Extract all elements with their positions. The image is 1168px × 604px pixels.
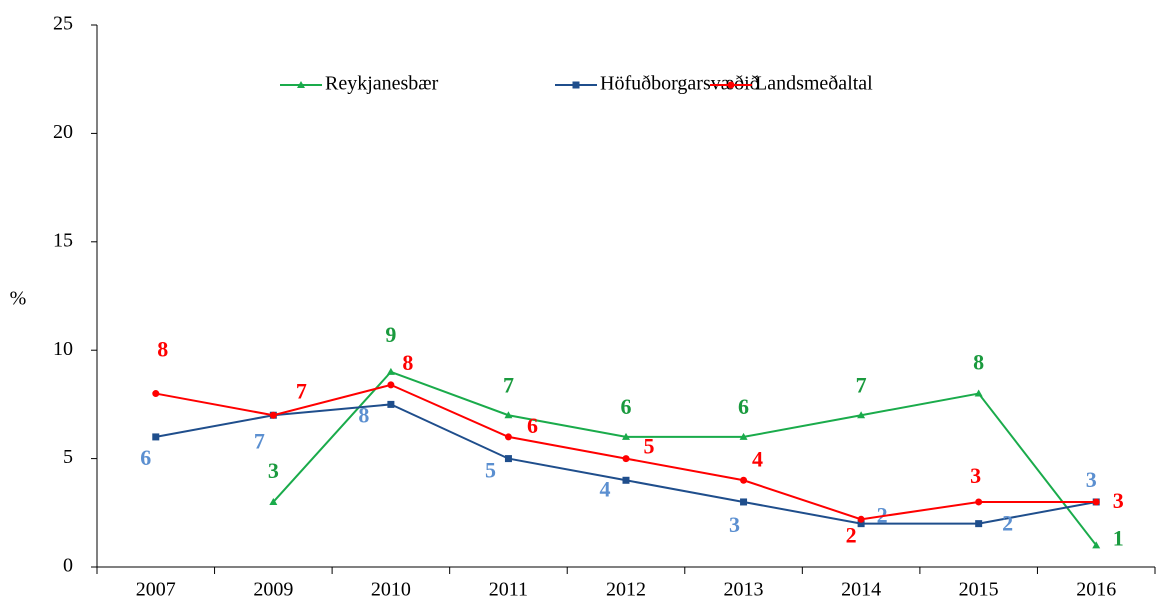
marker (269, 497, 278, 505)
marker (857, 411, 866, 419)
data-label: 7 (254, 428, 265, 453)
x-tick-label: 2016 (1076, 579, 1116, 601)
y-tick-label: 5 (63, 446, 73, 468)
marker (152, 433, 160, 441)
data-label: 7 (503, 372, 514, 397)
marker (857, 515, 865, 523)
marker (622, 432, 630, 440)
y-tick-label: 20 (53, 121, 73, 143)
data-label: 8 (358, 402, 369, 427)
marker (572, 81, 580, 89)
marker (857, 520, 865, 528)
marker (740, 498, 748, 506)
y-tick-label: 0 (63, 555, 73, 577)
marker (740, 476, 748, 484)
x-tick-label: 2013 (724, 579, 764, 601)
marker (387, 381, 395, 389)
data-label: 3 (1113, 488, 1124, 513)
data-label: 6 (140, 445, 151, 470)
data-label: 7 (856, 372, 867, 397)
data-label: 3 (970, 463, 981, 488)
data-label: 8 (157, 337, 168, 362)
data-label: 4 (752, 446, 763, 471)
data-label: 2 (877, 503, 888, 528)
marker (152, 390, 160, 398)
data-label: 3 (729, 512, 740, 537)
data-label: 7 (296, 378, 307, 403)
marker (974, 389, 983, 397)
series-line (272, 370, 1098, 546)
marker (504, 411, 513, 419)
data-label: 6 (527, 413, 538, 438)
marker (622, 476, 630, 484)
marker (739, 432, 748, 440)
data-label: 3 (1086, 467, 1097, 492)
marker (727, 81, 735, 89)
x-tick-label: 2011 (489, 579, 528, 601)
x-tick-label: 2007 (136, 579, 176, 601)
marker (1092, 498, 1100, 506)
data-label: 8 (402, 350, 413, 375)
marker (975, 498, 983, 506)
data-label: 4 (600, 476, 611, 501)
marker (504, 455, 512, 463)
marker (297, 81, 305, 88)
marker (1092, 541, 1101, 549)
marker (386, 367, 395, 375)
data-label: 3 (268, 458, 279, 483)
marker (975, 520, 983, 528)
marker (622, 455, 630, 463)
data-label: 6 (738, 394, 749, 419)
y-axis-label: % (10, 288, 27, 310)
data-label: 6 (621, 394, 632, 419)
x-tick-label: 2010 (371, 579, 411, 601)
data-label: 5 (485, 458, 496, 483)
data-label: 5 (644, 434, 655, 459)
marker (387, 400, 395, 408)
data-label: 2 (846, 522, 857, 547)
x-tick-label: 2012 (606, 579, 646, 601)
legend-label: Landsmeðaltal (755, 73, 873, 95)
data-label: 1 (1113, 525, 1124, 550)
data-label: 2 (1002, 511, 1013, 536)
y-tick-label: 25 (53, 13, 73, 35)
y-tick-label: 10 (53, 338, 73, 360)
data-label: 9 (385, 322, 396, 347)
marker (504, 433, 512, 441)
y-tick-label: 15 (53, 229, 73, 251)
x-tick-label: 2009 (253, 579, 293, 601)
marker (269, 411, 277, 419)
data-label: 8 (973, 350, 984, 375)
x-tick-label: 2015 (959, 579, 999, 601)
legend-label: Reykjanesbær (325, 73, 439, 95)
legend-label: Höfuðborgarsvæðið (600, 73, 760, 95)
x-tick-label: 2014 (841, 579, 881, 601)
